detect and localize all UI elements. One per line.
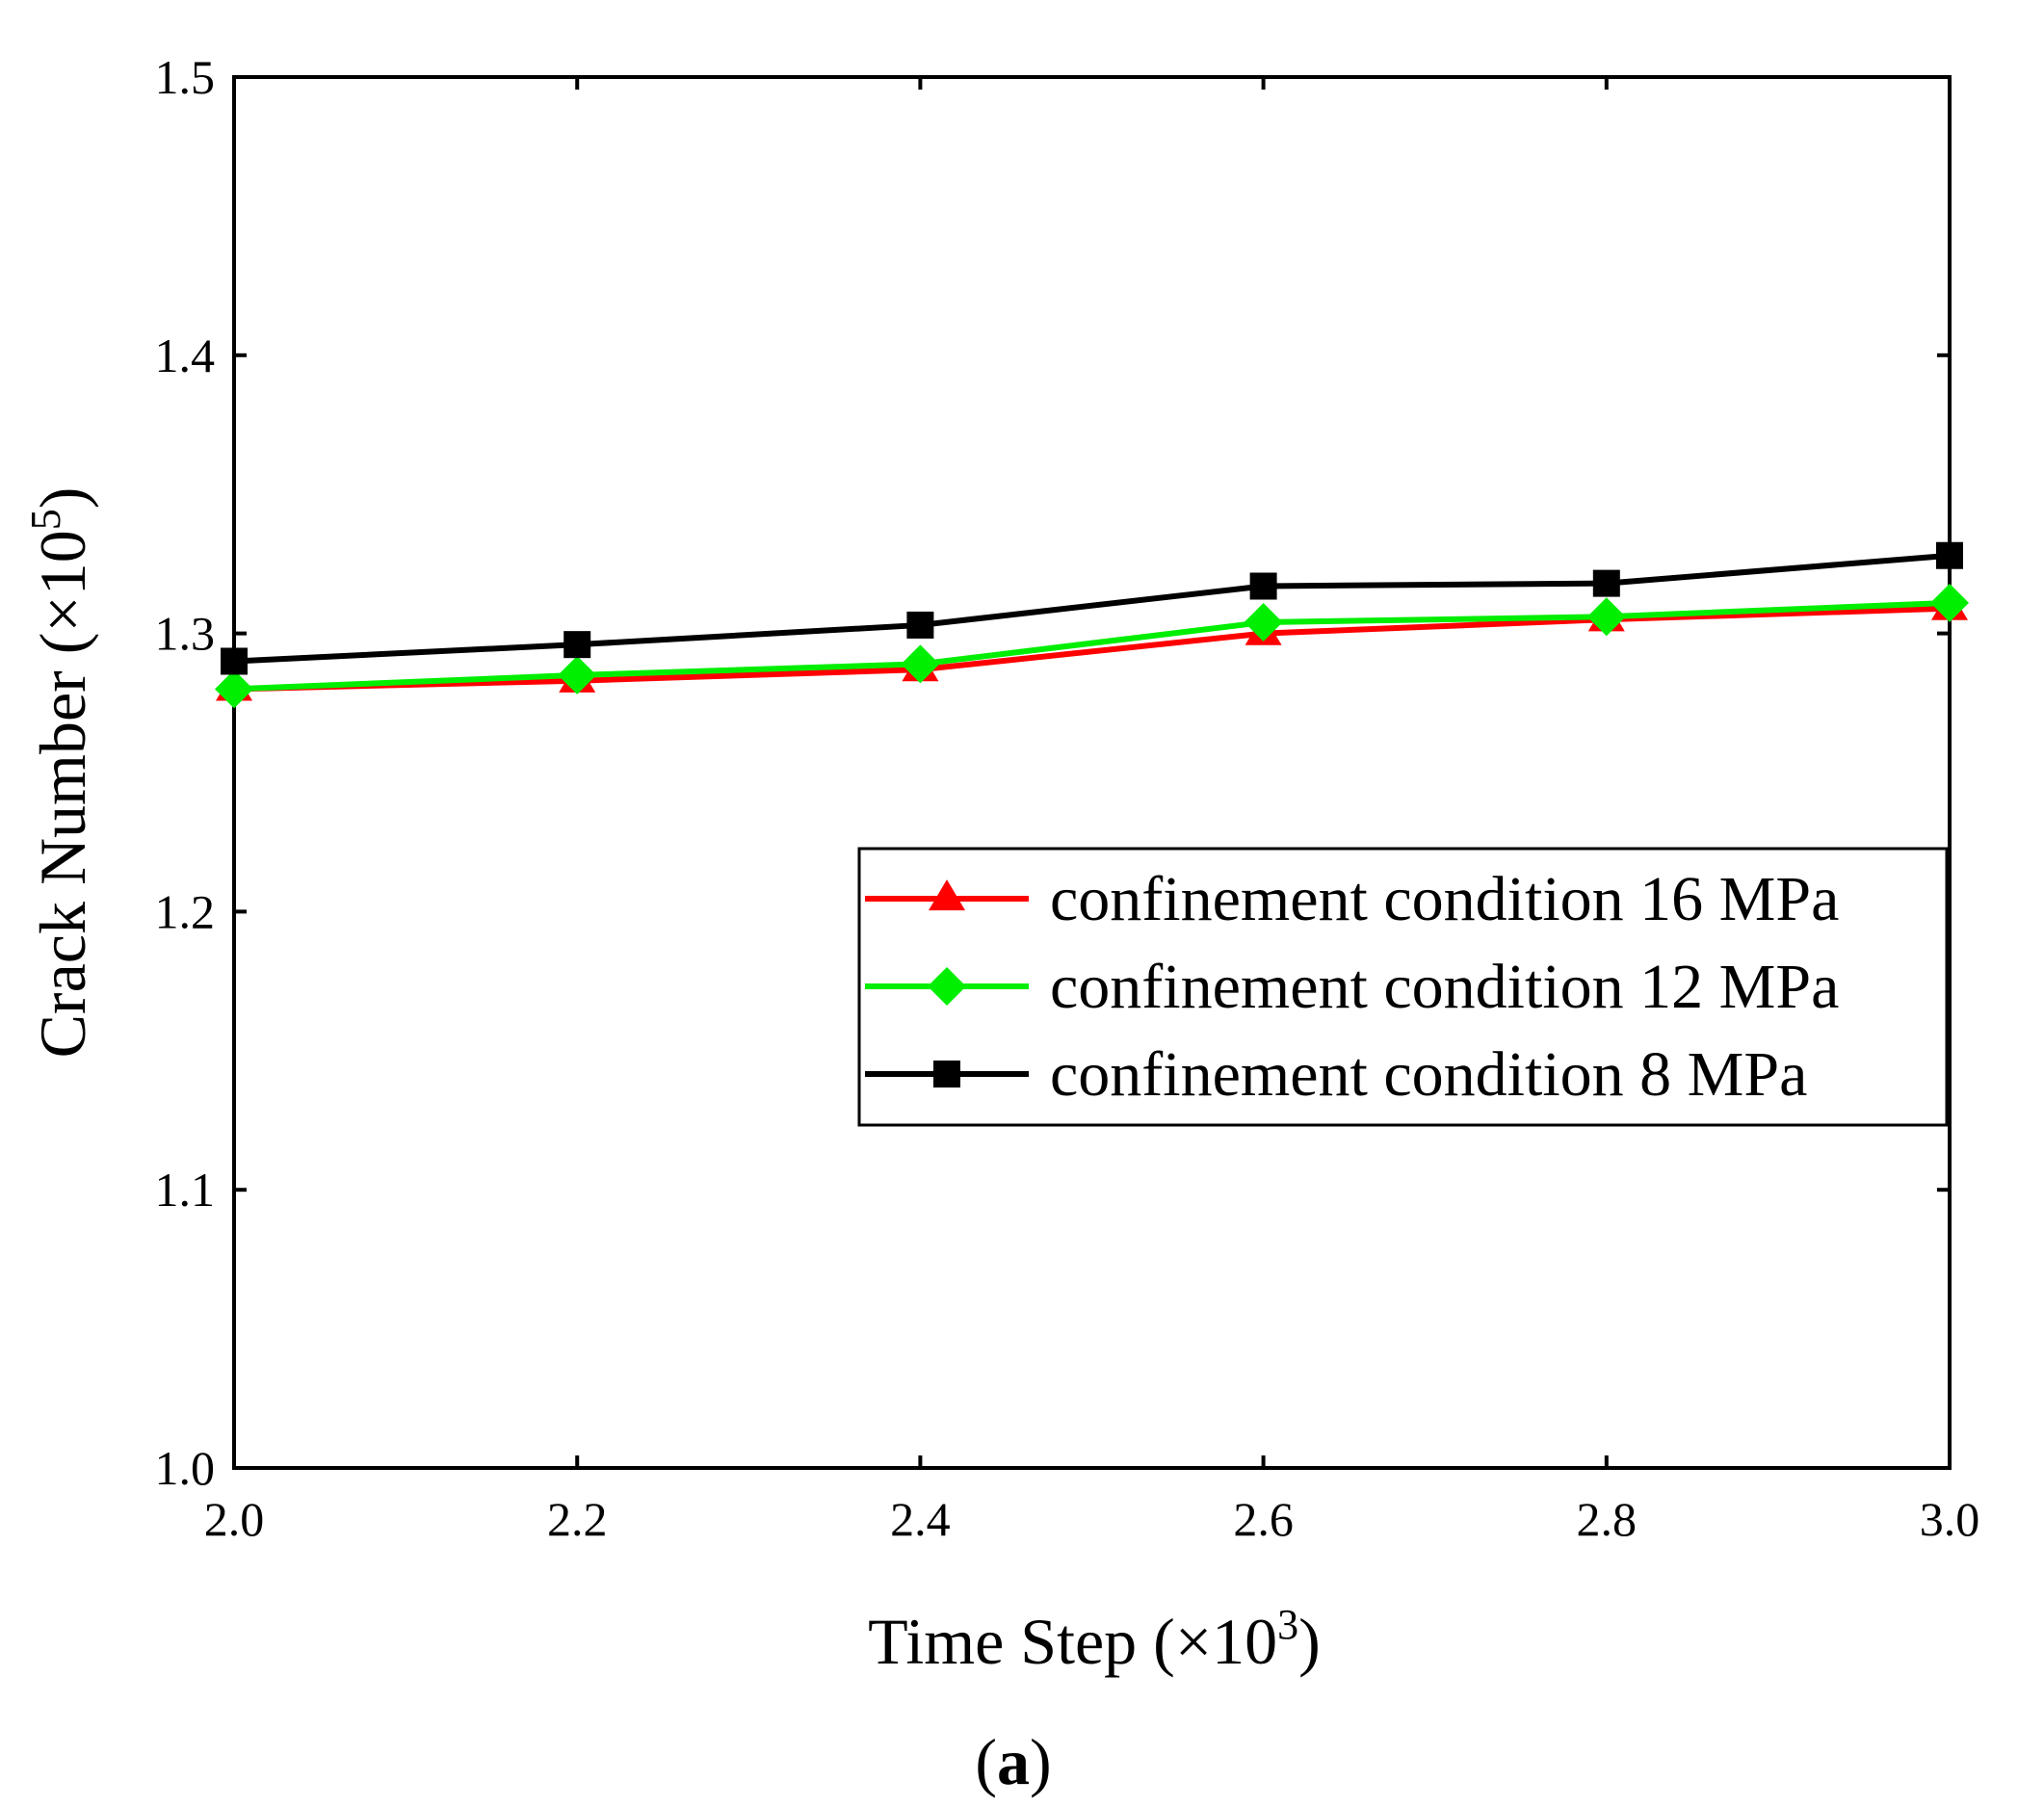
legend-box bbox=[857, 847, 1949, 1127]
x-axis-title: Time Step (×103) bbox=[868, 1601, 1321, 1678]
y-tick-label: 1.4 bbox=[155, 328, 216, 382]
legend-label: confinement condition 12 MPa bbox=[1050, 952, 1839, 1022]
tick-labels: 2.0 2.2 2.4 2.6 2.8 3.0 1.0 1.1 1.2 1.3 1.4 1.5 bbox=[155, 50, 1980, 1546]
legend-marker-triangle bbox=[929, 879, 965, 911]
y-tick-label: 1.2 bbox=[155, 884, 216, 938]
data-point-diamond bbox=[901, 644, 940, 684]
y-tick-label: 1.0 bbox=[155, 1441, 216, 1495]
data-point-square bbox=[1936, 541, 1963, 569]
x-tick-label: 2.6 bbox=[1233, 1492, 1294, 1546]
data-point-square bbox=[563, 631, 591, 659]
series-lines bbox=[233, 552, 1951, 693]
data-point-square bbox=[906, 611, 934, 639]
x-tick-label: 2.4 bbox=[890, 1492, 951, 1546]
series-line-square bbox=[233, 552, 1951, 665]
legend-label: confinement condition 16 MPa bbox=[1050, 864, 1839, 934]
data-point-square bbox=[1592, 569, 1620, 597]
x-tick-label: 3.0 bbox=[1920, 1492, 1980, 1546]
legend-label: confinement condition 8 MPa bbox=[1050, 1039, 1807, 1110]
x-tick-label: 2.2 bbox=[547, 1492, 608, 1546]
series-markers bbox=[215, 541, 1969, 709]
y-tick-label: 1.1 bbox=[155, 1163, 216, 1217]
data-point-square bbox=[1249, 572, 1277, 600]
data-point-diamond bbox=[215, 669, 253, 709]
series-line-triangle bbox=[233, 605, 1951, 693]
y-axis-title: Crack Number (×105) bbox=[22, 487, 99, 1059]
data-point-diamond bbox=[1586, 597, 1626, 637]
legend: confinement condition 16 MPa confinement … bbox=[857, 847, 1949, 1127]
legend-marker-square bbox=[933, 1061, 960, 1087]
legend-marker-diamond bbox=[928, 967, 966, 1006]
x-tick-label: 2.8 bbox=[1577, 1492, 1638, 1546]
panel-label: (a) bbox=[975, 1725, 1051, 1798]
data-point-square bbox=[221, 647, 248, 675]
data-point-diamond bbox=[558, 655, 597, 694]
y-tick-label: 1.5 bbox=[155, 50, 216, 104]
data-point-diamond bbox=[1930, 583, 1969, 622]
series-line-diamond bbox=[233, 599, 1951, 693]
x-tick-label: 2.0 bbox=[204, 1492, 265, 1546]
plot-frame bbox=[232, 75, 1952, 1470]
y-tick-label: 1.3 bbox=[155, 607, 216, 661]
data-point-diamond bbox=[1244, 603, 1283, 642]
